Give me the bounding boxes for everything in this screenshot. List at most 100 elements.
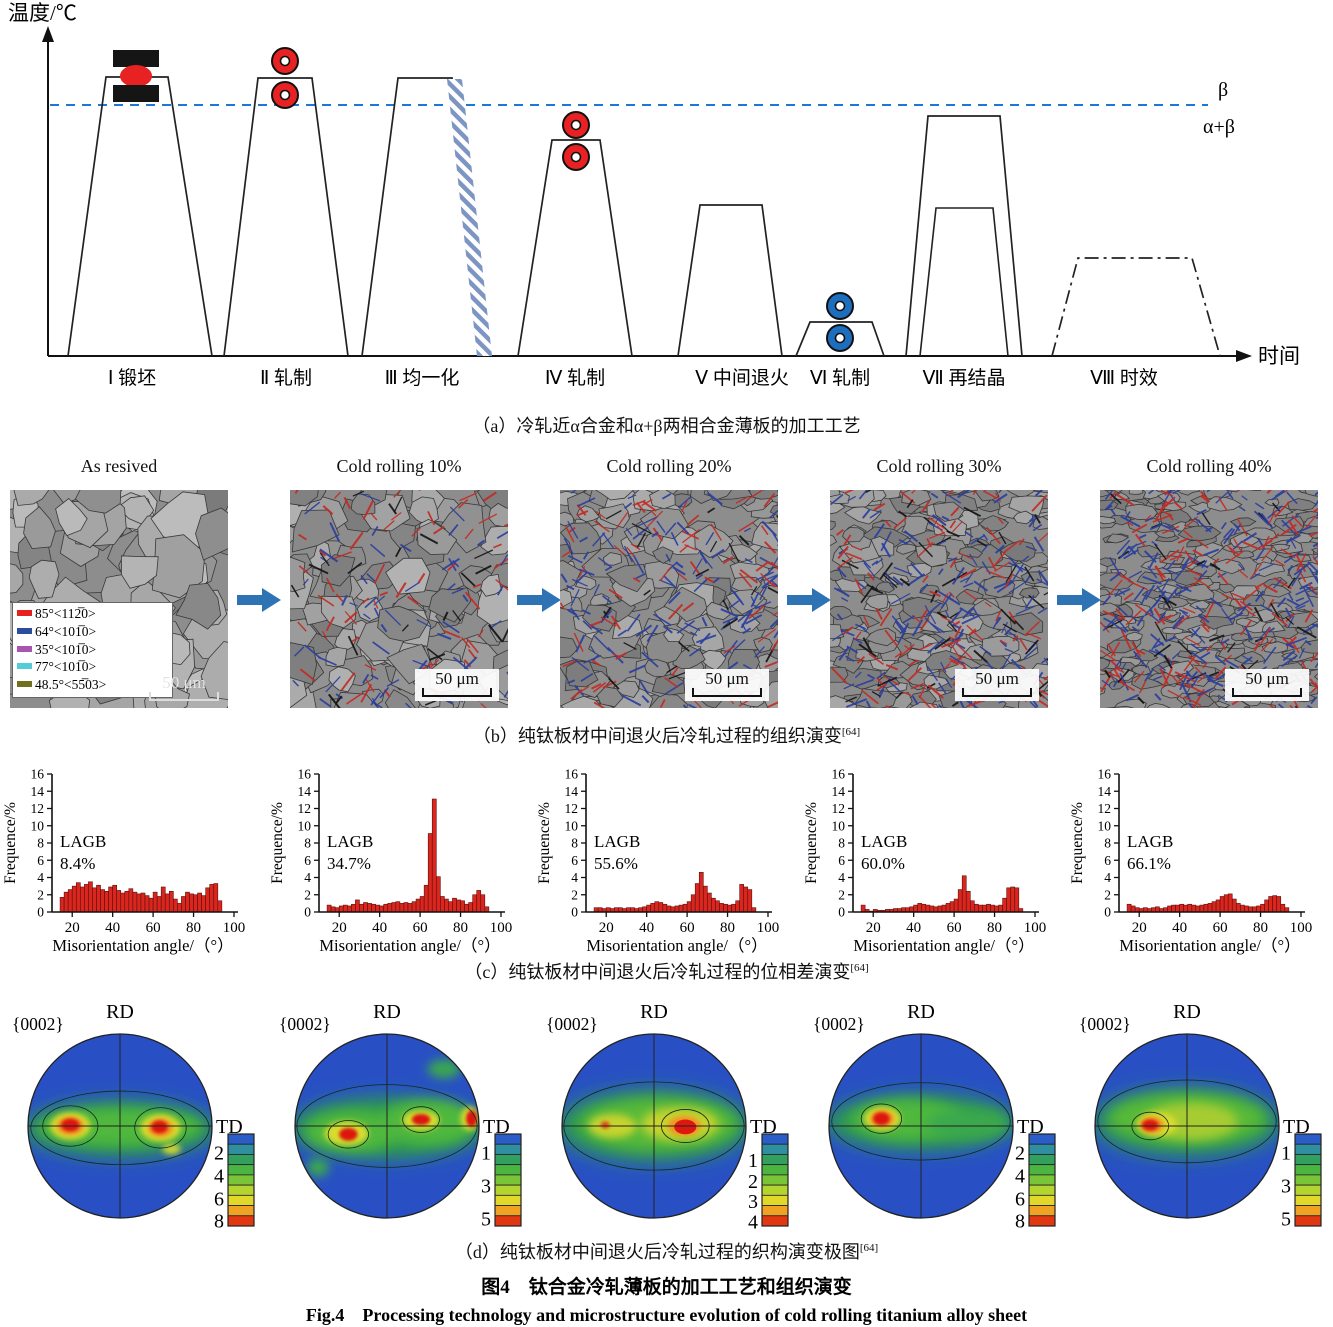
svg-text:40: 40: [906, 920, 921, 936]
legend-label: 85°<112̅0>: [35, 606, 96, 621]
micrograph-label: As resived: [80, 456, 158, 476]
svg-text:60: 60: [413, 920, 428, 936]
forging-billet: [120, 65, 152, 87]
svg-text:2: 2: [838, 887, 845, 902]
legend-swatch: [17, 645, 32, 652]
legend-swatch: [17, 663, 32, 670]
rd-label: RD: [1173, 1001, 1201, 1023]
micrograph-label: Cold rolling 10%: [336, 456, 462, 476]
rd-label: RD: [640, 1001, 668, 1023]
svg-text:80: 80: [987, 920, 1002, 936]
figure-caption-zh: 图4 钛合金冷轧薄板的加工工艺和组织演变: [481, 1277, 852, 1298]
stage-label: Ⅴ 中间退火: [695, 367, 789, 389]
lagb-label: LAGB: [1127, 832, 1173, 851]
lagb-value: 55.6%: [594, 854, 638, 873]
lagb-label: LAGB: [60, 832, 106, 851]
lagb-value: 8.4%: [60, 854, 95, 873]
y-axis-label: Frequence/%: [269, 802, 286, 884]
color-scale-bar: [227, 1133, 255, 1227]
beta-phase-label: β: [1218, 79, 1228, 101]
stage-label: Ⅰ 锻坯: [108, 367, 156, 389]
scale-bar: 50 μm: [685, 669, 769, 701]
svg-text:10: 10: [298, 818, 312, 833]
svg-text:14: 14: [1098, 784, 1112, 799]
svg-text:4: 4: [37, 870, 44, 885]
svg-text:8: 8: [1104, 836, 1111, 851]
caption-b: （b）纯钛板材中间退火后冷轧过程的组织演变[64]: [0, 722, 1333, 748]
temperature-axis-label: 温度/℃: [8, 1, 77, 25]
color-scale-tick: 3: [481, 1176, 491, 1198]
svg-text:10: 10: [1098, 818, 1112, 833]
scale-bar-label: 50 μm: [705, 669, 749, 689]
td-label: TD: [1283, 1116, 1310, 1138]
misorientation-histogram: 0 2 4 6 8 10 12 14 16 20 40 60 80 100 Frequence/% Misor…: [803, 767, 1047, 956]
process-diagram: 温度/℃ 时间 β α+β Ⅰ 锻坯 Ⅱ 轧制 Ⅲ 均一化 Ⅳ 轧制 Ⅴ 中间退火 Ⅵ 轧制 Ⅶ 再…: [8, 1, 1300, 389]
misorientation-histogram: 0 2 4 6 8 10 12 14 16 20 40 60 80 100 Frequence/% Misor…: [2, 767, 245, 956]
td-label: TD: [216, 1116, 243, 1138]
svg-text:8: 8: [37, 836, 44, 851]
pole-plane-label: {0002}: [279, 1014, 331, 1034]
caption-a: （a）冷轧近α合金和α+β两相合金薄板的加工工艺: [0, 412, 1333, 438]
svg-text:0: 0: [571, 905, 578, 920]
svg-text:2: 2: [571, 887, 578, 902]
rd-label: RD: [106, 1001, 134, 1023]
ebsd-micrograph: 85°<112̅0> 64°<101̅0> 35°<101̅0> 77°<101̅0>…: [10, 490, 228, 708]
scale-bar: 50 μm: [415, 669, 499, 701]
color-scale-tick: 1: [748, 1150, 758, 1172]
svg-text:12: 12: [832, 801, 846, 816]
pole-plane-label: {0002}: [1079, 1014, 1131, 1034]
svg-text:12: 12: [298, 801, 312, 816]
td-label: TD: [750, 1116, 777, 1138]
arrow-right-icon: [517, 588, 561, 612]
arrow-right-icon: [1057, 588, 1101, 612]
color-scale-tick: 4: [748, 1211, 758, 1233]
roll-axle-icon: [834, 300, 846, 312]
roll-axle-icon: [570, 151, 582, 163]
ebsd-micrograph: 50 μm: [290, 490, 508, 708]
svg-text:80: 80: [720, 920, 735, 936]
micrograph-label: Cold rolling 20%: [606, 456, 732, 476]
svg-text:8: 8: [571, 836, 578, 851]
color-scale-tick: 6: [1015, 1188, 1025, 1210]
scale-bar-line: [422, 688, 492, 697]
caption-c: （c）纯钛板材中间退火后冷轧过程的位相差演变[64]: [0, 958, 1333, 984]
scale-bar-label: 50 μm: [1245, 669, 1289, 689]
svg-text:6: 6: [571, 853, 578, 868]
roll-axle-icon: [279, 89, 291, 101]
svg-text:20: 20: [1132, 920, 1147, 936]
svg-text:40: 40: [1172, 920, 1187, 936]
x-axis-label: Misorientation angle/（°）: [319, 936, 500, 955]
color-scale-tick: 2: [1015, 1142, 1025, 1164]
roll-axle-icon: [834, 332, 846, 344]
twin-boundary-legend: 85°<112̅0> 64°<101̅0> 35°<101̅0> 77°<101̅0>…: [12, 602, 173, 699]
svg-text:16: 16: [832, 767, 846, 782]
pole-plane-label: {0002}: [12, 1014, 64, 1034]
stage-label: Ⅵ 轧制: [810, 367, 870, 389]
arrow-right-icon: [237, 588, 281, 612]
micrograph-label: Cold rolling 40%: [1146, 456, 1272, 476]
rd-label: RD: [907, 1001, 935, 1023]
svg-text:4: 4: [304, 870, 311, 885]
svg-text:14: 14: [832, 784, 846, 799]
color-scale-tick: 8: [214, 1210, 224, 1232]
color-scale-tick: 1: [481, 1142, 491, 1164]
svg-text:2: 2: [37, 887, 44, 902]
color-scale-tick: 4: [214, 1165, 224, 1187]
svg-text:80: 80: [453, 920, 468, 936]
svg-text:6: 6: [304, 853, 311, 868]
svg-text:60: 60: [146, 920, 161, 936]
svg-text:4: 4: [571, 870, 578, 885]
svg-text:2: 2: [304, 887, 311, 902]
lagb-label: LAGB: [594, 832, 640, 851]
td-label: TD: [483, 1116, 510, 1138]
stage-label: Ⅱ 轧制: [260, 367, 312, 389]
svg-text:100: 100: [1024, 920, 1047, 936]
caption-b-ref: [64]: [841, 726, 861, 738]
ebsd-micrograph: 50 μm: [830, 490, 1048, 708]
process-trapezoid: [1051, 257, 1221, 357]
svg-text:40: 40: [372, 920, 387, 936]
svg-text:0: 0: [37, 905, 44, 920]
color-scale-tick: 8: [1015, 1210, 1025, 1232]
svg-text:40: 40: [639, 920, 654, 936]
svg-text:60: 60: [680, 920, 695, 936]
